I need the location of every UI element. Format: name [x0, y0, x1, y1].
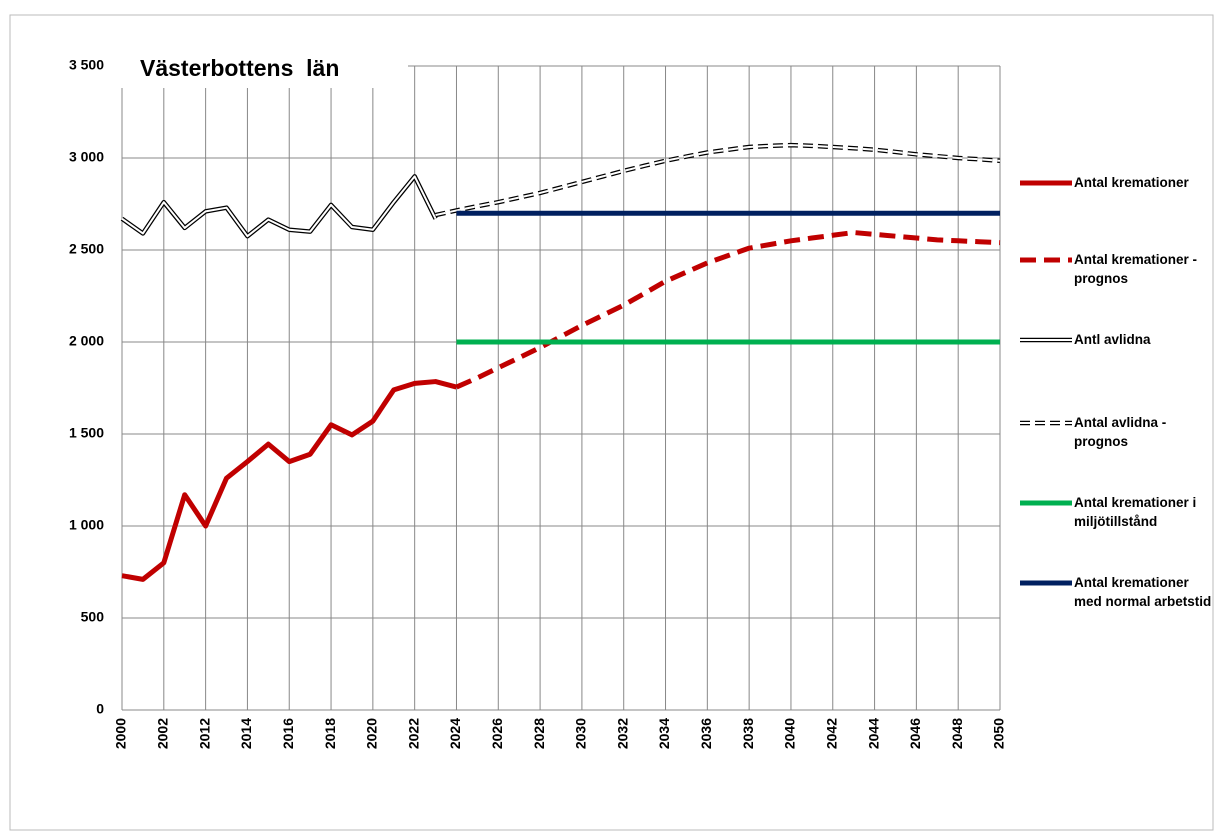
legend-item: Antal kremationer - prognos	[1018, 250, 1218, 288]
legend-swatch	[1020, 580, 1072, 586]
legend-label: Antal kremationer med normal arbetstid	[1074, 575, 1212, 609]
x-tick-label: 2032	[614, 718, 630, 749]
legend-swatch	[1020, 500, 1072, 506]
x-tick-label: 2014	[238, 718, 254, 749]
legend-swatch	[1020, 420, 1072, 426]
series-line	[435, 142, 1001, 218]
x-tick-label: 2038	[740, 718, 756, 749]
chart-title: Västerbottens län	[140, 55, 339, 81]
x-tick-label: 2048	[949, 718, 965, 749]
chart-border	[9, 14, 1214, 831]
y-tick-label: 1 500	[69, 425, 104, 441]
y-tick-label: 3 000	[69, 149, 104, 165]
legend-label: Antal kremationer - prognos	[1074, 252, 1198, 286]
legend-item: Antal kremationer i miljötillstånd	[1018, 493, 1218, 531]
y-tick-label: 500	[81, 609, 105, 625]
y-tick-label: 2 000	[69, 333, 104, 349]
x-tick-label: 2002	[155, 718, 171, 749]
x-tick-label: 2030	[573, 718, 589, 749]
legend-label: Antal kremationer i miljötillstånd	[1074, 495, 1197, 529]
legend-item: Antal avlidna - prognos	[1018, 413, 1218, 451]
legend-label: Antal kremationer	[1074, 175, 1189, 190]
x-tick-label: 2028	[531, 718, 547, 749]
y-tick-label: 1 000	[69, 517, 104, 533]
y-tick-label: 2 500	[69, 241, 104, 257]
x-tick-label: 2000	[113, 718, 129, 749]
x-tick-label: 2044	[865, 718, 881, 749]
x-tick-label: 2040	[782, 718, 798, 749]
series-line-inner	[121, 175, 437, 238]
x-tick-label: 2012	[196, 718, 212, 749]
x-tick-label: 2050	[991, 718, 1007, 749]
legend-item: Antal kremationer	[1018, 173, 1218, 192]
x-tick-label: 2022	[405, 718, 421, 749]
legend-swatch	[1020, 257, 1072, 263]
x-tick-label: 2034	[656, 718, 672, 749]
x-tick-label: 2042	[823, 718, 839, 749]
legend-swatch	[1020, 337, 1072, 343]
x-tick-label: 2026	[489, 718, 505, 749]
series-line	[455, 230, 1001, 390]
series-line	[121, 379, 458, 582]
series-line-inner	[435, 144, 1001, 217]
legend-swatch	[1020, 180, 1072, 186]
legend-item: Antal kremationer med normal arbetstid	[1018, 573, 1218, 611]
x-tick-label: 2016	[280, 718, 296, 749]
title-background	[118, 50, 408, 88]
y-tick-label: 0	[96, 701, 104, 717]
x-tick-label: 2046	[907, 718, 923, 749]
legend-label: Antl avlidna	[1074, 332, 1151, 347]
legend-item: Antl avlidna	[1018, 330, 1218, 349]
x-tick-label: 2024	[447, 718, 463, 749]
x-tick-label: 2020	[364, 718, 380, 749]
legend-label: Antal avlidna - prognos	[1074, 415, 1167, 449]
x-tick-label: 2018	[322, 718, 338, 749]
x-tick-label: 2036	[698, 718, 714, 749]
series-line	[120, 174, 438, 239]
y-tick-label: 3 500	[69, 57, 104, 73]
